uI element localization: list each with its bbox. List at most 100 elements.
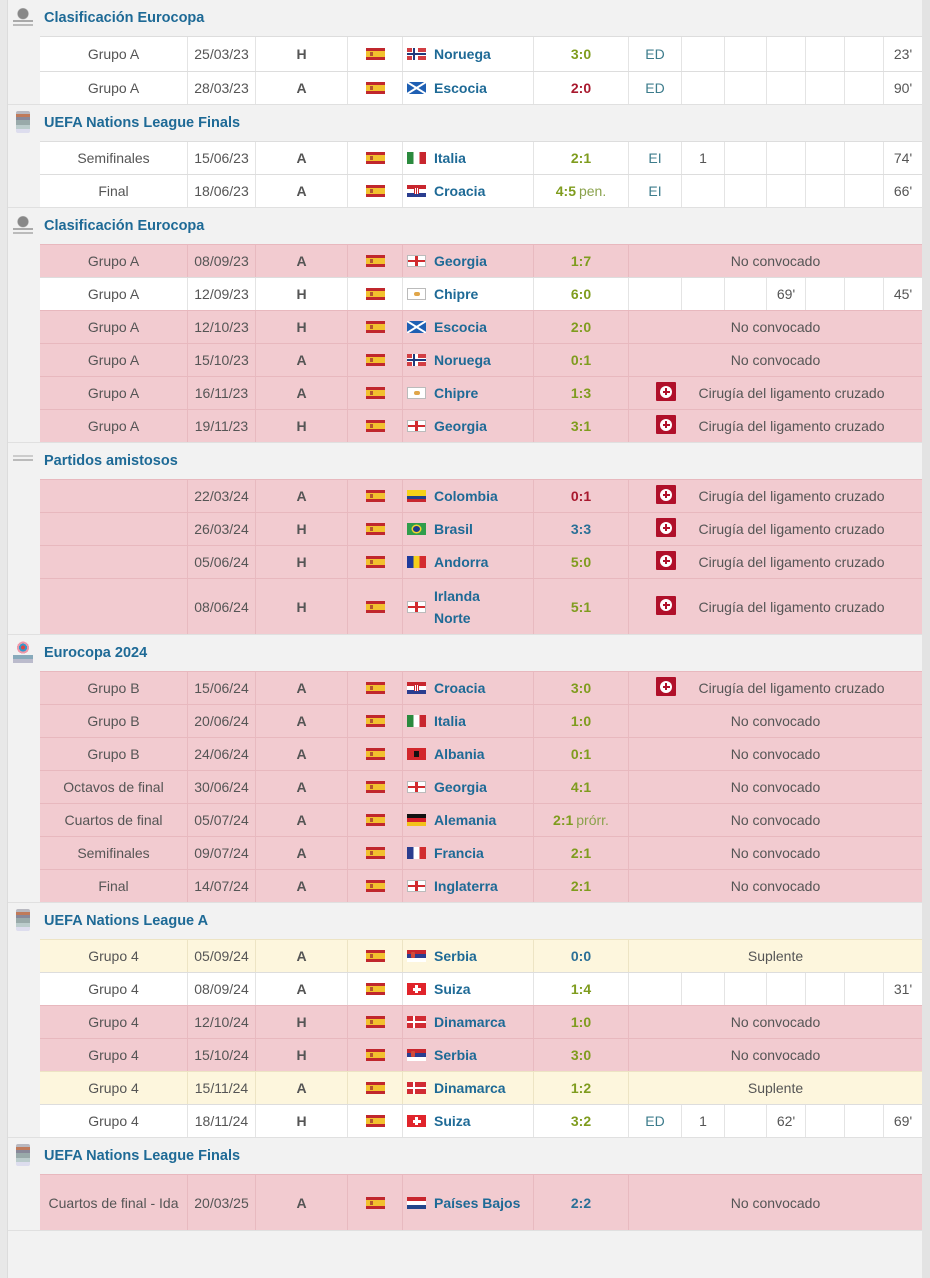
opponent-link[interactable]: Chipre <box>434 286 479 302</box>
opponent-link[interactable]: Serbia <box>434 948 477 964</box>
opponent-link[interactable]: Colombia <box>434 488 498 504</box>
competition-title-link[interactable]: Clasificación Eurocopa <box>44 10 205 26</box>
match-score-link[interactable]: 2:1 <box>570 150 592 166</box>
spain-flag-icon <box>365 715 385 727</box>
match-score-link[interactable]: 6:0 <box>570 286 592 302</box>
player-status: Cirugía del ligamento cruzado <box>629 377 922 409</box>
opponent-link[interactable]: Croacia <box>434 680 486 696</box>
opponent-link[interactable]: Suiza <box>434 1113 471 1129</box>
opponent-link[interactable]: Alemania <box>434 812 497 828</box>
opponent-link[interactable]: Escocia <box>434 319 487 335</box>
own-team-cell <box>348 72 403 104</box>
opponent-link[interactable]: Suiza <box>434 981 471 997</box>
georgia-flag-icon <box>407 420 426 432</box>
match-score-link[interactable]: 1:0 <box>570 1014 592 1030</box>
opponent-link[interactable]: Dinamarca <box>434 1014 506 1030</box>
opponent-link[interactable]: Italia <box>434 713 466 729</box>
match-score-link[interactable]: 2:0 <box>570 80 592 96</box>
norway-flag-icon <box>407 48 426 60</box>
opponent-link[interactable]: Italia <box>434 150 466 166</box>
opponent-link[interactable]: Noruega <box>434 46 491 62</box>
lineup-position-stat: EI <box>629 142 682 174</box>
competition-section: UEFA Nations League Finals Semifinales 15… <box>8 105 922 208</box>
match-score-link[interactable]: 3:0 <box>570 1047 592 1063</box>
competition-title-link[interactable]: Eurocopa 2024 <box>44 645 148 661</box>
opponent-link[interactable]: Noruega <box>434 352 491 368</box>
opponent-link[interactable]: Chipre <box>434 385 479 401</box>
opponent-link[interactable]: Escocia <box>434 80 487 96</box>
opponent-link[interactable]: Croacia <box>434 183 486 199</box>
competition-header: UEFA Nations League A <box>8 903 922 939</box>
competition-title-link[interactable]: UEFA Nations League A <box>44 913 209 929</box>
competition-title-link[interactable]: UEFA Nations League Finals <box>44 1148 241 1164</box>
opponent-link[interactable]: Georgia <box>434 779 487 795</box>
competition-title-link[interactable]: UEFA Nations League Finals <box>44 115 241 131</box>
home-away-indicator: H <box>256 1039 348 1071</box>
match-score-link[interactable]: 3:1 <box>570 418 592 434</box>
match-score-link[interactable]: 0:0 <box>570 948 592 964</box>
home-away-indicator: H <box>256 513 348 545</box>
score-cell: 1:3 <box>534 377 629 409</box>
match-rows: Cuartos de final - Ida 20/03/25 A Países Ba… <box>40 1174 922 1230</box>
opponent-link[interactable]: Albania <box>434 746 485 762</box>
match-score-link[interactable]: 1:4 <box>570 981 592 997</box>
match-score-link[interactable]: 0:1 <box>570 352 592 368</box>
match-score-link[interactable]: 3:0 <box>570 680 592 696</box>
player-status: No convocado <box>629 344 922 376</box>
opponent-link[interactable]: Georgia <box>434 418 487 434</box>
injury-cross-icon <box>656 415 676 434</box>
spain-flag-icon <box>365 1016 385 1028</box>
opponent-link[interactable]: Países Bajos <box>434 1194 521 1211</box>
match-score-link[interactable]: 0:1 <box>570 746 592 762</box>
match-round: Cuartos de final - Ida <box>40 1175 188 1230</box>
match-score-link[interactable]: 1:0 <box>570 713 592 729</box>
score-note: pen. <box>578 183 607 199</box>
match-score-link[interactable]: 2:2 <box>570 1194 592 1211</box>
match-score-link[interactable]: 3:0 <box>570 46 592 62</box>
own-team-cell <box>348 973 403 1005</box>
match-score-link[interactable]: 2:1 <box>570 845 592 861</box>
match-score-link[interactable]: 0:1 <box>570 488 592 504</box>
opponent-link[interactable]: Serbia <box>434 1047 477 1063</box>
match-score-link[interactable]: 4:1 <box>570 779 592 795</box>
opponent-cell: Georgia <box>403 410 534 442</box>
match-score-link[interactable]: 2:1 <box>553 812 574 828</box>
opponent-link[interactable]: Brasil <box>434 521 473 537</box>
yellow-card-stat: 69' <box>767 278 806 310</box>
score-note: prórr. <box>576 812 609 828</box>
competition-title-link[interactable]: Clasificación Eurocopa <box>44 218 205 234</box>
opponent-link[interactable]: Andorra <box>434 554 489 570</box>
match-date: 20/03/25 <box>188 1175 256 1230</box>
second-yellow-stat <box>806 37 845 71</box>
match-score-link[interactable]: 1:3 <box>570 385 592 401</box>
competition-title-link[interactable]: Partidos amistosos <box>44 453 178 469</box>
nations-league-logo-icon <box>16 111 30 133</box>
opponent-link[interactable]: Dinamarca <box>434 1080 506 1096</box>
match-date: 18/06/23 <box>188 175 256 207</box>
match-score-link[interactable]: 2:0 <box>570 319 592 335</box>
opponent-link[interactable]: Irlanda Norte <box>434 587 480 626</box>
match-score-link[interactable]: 1:7 <box>570 253 592 269</box>
match-score-link[interactable]: 2:1 <box>570 878 592 894</box>
match-score-link[interactable]: 5:1 <box>570 598 592 615</box>
match-date: 05/09/24 <box>188 940 256 972</box>
scrollbar[interactable] <box>922 0 930 1278</box>
match-score-link[interactable]: 4:5 <box>555 183 576 199</box>
match-score-link[interactable]: 1:2 <box>570 1080 592 1096</box>
home-away-indicator: H <box>256 410 348 442</box>
status-text: Suplente <box>747 948 804 964</box>
match-score-link[interactable]: 3:2 <box>570 1113 592 1129</box>
opponent-link[interactable]: Georgia <box>434 253 487 269</box>
georgia-flag-icon <box>407 255 426 267</box>
match-score-link[interactable]: 5:0 <box>570 554 592 570</box>
assists-stat <box>725 278 767 310</box>
opponent-link[interactable]: Inglaterra <box>434 878 498 894</box>
match-date: 12/09/23 <box>188 278 256 310</box>
match-score-link[interactable]: 3:3 <box>570 521 592 537</box>
opponent-link[interactable]: Francia <box>434 845 484 861</box>
second-yellow-stat <box>806 72 845 104</box>
score-cell: 0:1 <box>534 344 629 376</box>
player-status: Cirugía del ligamento cruzado <box>629 410 922 442</box>
status-text: No convocado <box>730 746 821 762</box>
match-round: Grupo A <box>40 377 188 409</box>
